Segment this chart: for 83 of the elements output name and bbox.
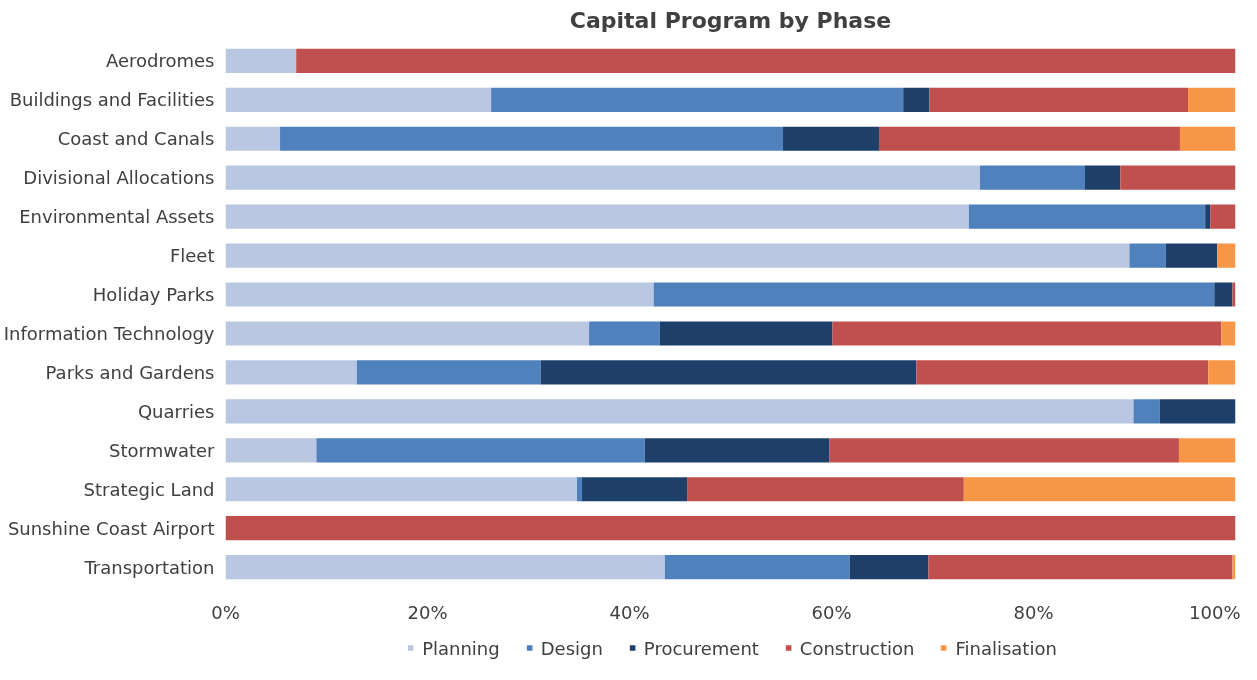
bar	[968, 204, 1206, 229]
bar	[963, 477, 1236, 502]
bar	[280, 126, 784, 151]
y-tick-label: Divisional Allocations	[23, 167, 215, 189]
legend-label: Design	[540, 637, 603, 658]
y-tick-label: Parks and Gardens	[45, 361, 215, 383]
y-tick-label: Strategic Land	[83, 478, 215, 500]
y-tick-label: Environmental Assets	[19, 206, 215, 228]
bar	[1221, 321, 1236, 346]
bar	[829, 438, 1179, 463]
bar	[653, 282, 1215, 307]
x-tick-label: 40%	[609, 601, 650, 623]
bar	[356, 360, 541, 385]
bar	[1208, 360, 1236, 385]
bar	[540, 360, 917, 385]
bar	[1085, 165, 1121, 190]
bar	[929, 87, 1189, 112]
bar	[659, 321, 833, 346]
legend-label: Construction	[799, 637, 915, 658]
y-tick-label: Quarries	[137, 400, 215, 422]
bar	[576, 477, 583, 502]
x-tick-label: 0%	[211, 601, 240, 623]
bar	[225, 321, 590, 346]
x-tick-label: 80%	[1013, 601, 1054, 623]
legend-label: Procurement	[643, 637, 759, 658]
bar	[225, 48, 297, 73]
bar	[1232, 282, 1236, 307]
bar	[1214, 282, 1233, 307]
bar	[582, 477, 688, 502]
bar	[1159, 399, 1236, 424]
bar	[316, 438, 645, 463]
bar	[1188, 87, 1236, 112]
bar	[1205, 204, 1211, 229]
legend-label: Finalisation	[955, 637, 1057, 658]
bar	[979, 165, 1086, 190]
y-tick-label: Stormwater	[109, 439, 216, 461]
bar	[1129, 243, 1166, 268]
bar	[296, 48, 1236, 73]
bar	[928, 555, 1233, 580]
bar	[1120, 165, 1236, 190]
bar	[225, 477, 577, 502]
bar	[225, 165, 980, 190]
bar	[1217, 243, 1236, 268]
bar	[589, 321, 660, 346]
bar	[916, 360, 1209, 385]
bar	[225, 87, 492, 112]
y-tick-label: Transportation	[83, 556, 215, 578]
bar	[664, 555, 850, 580]
y-tick-label: Information Technology	[3, 322, 215, 344]
bar	[225, 516, 1236, 541]
legend-label: Planning	[422, 637, 500, 658]
x-tick-label: 60%	[811, 601, 852, 623]
bar	[225, 243, 1130, 268]
bar	[1133, 399, 1160, 424]
y-tick-label: Aerodromes	[105, 50, 215, 72]
bar	[832, 321, 1222, 346]
bar	[849, 555, 929, 580]
y-tick-label: Buildings and Facilities	[9, 89, 215, 111]
bar	[1232, 555, 1236, 580]
chart-title: Capital Program by Phase	[569, 7, 892, 33]
x-tick-label: 20%	[407, 601, 448, 623]
y-tick-label: Coast and Canals	[57, 128, 215, 150]
y-tick-label: Sunshine Coast Airport	[7, 517, 215, 539]
bar	[225, 399, 1134, 424]
bar	[687, 477, 964, 502]
bar	[878, 126, 1180, 151]
bar	[783, 126, 879, 151]
bar	[1165, 243, 1218, 268]
bar	[491, 87, 904, 112]
bar	[225, 438, 317, 463]
bar	[1179, 126, 1236, 151]
bar	[1210, 204, 1236, 229]
y-tick-label: Fleet	[169, 245, 215, 267]
bar	[225, 360, 357, 385]
bar	[225, 282, 654, 307]
bar	[1178, 438, 1236, 463]
bar	[225, 126, 281, 151]
bar	[903, 87, 930, 112]
bar	[225, 555, 665, 580]
bar	[644, 438, 830, 463]
y-tick-label: Holiday Parks	[92, 284, 215, 306]
bar	[225, 204, 969, 229]
x-tick-label: 100%	[1189, 601, 1241, 623]
